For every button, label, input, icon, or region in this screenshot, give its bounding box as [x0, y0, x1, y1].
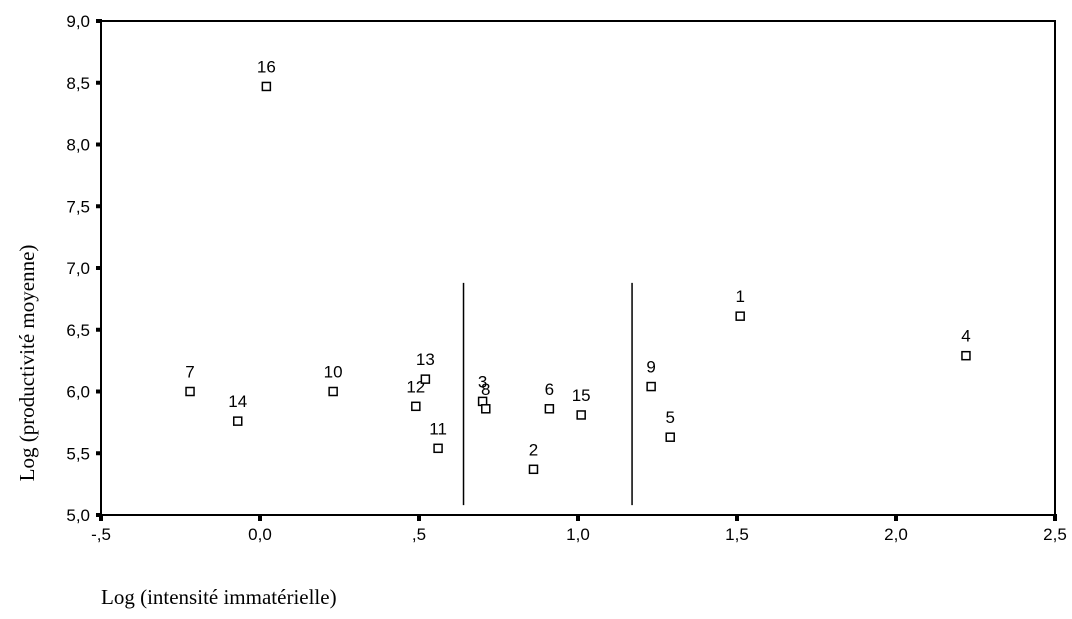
x-axis-ticks: -,5 0,0 ,5 1,0 1,5 2,0 2,5: [91, 514, 1067, 544]
x-tick-mark: [1053, 514, 1057, 521]
data-point-label: 8: [481, 380, 490, 399]
x-axis-title: Log (intensité immatérielle): [101, 585, 337, 609]
data-point-label: 9: [646, 358, 655, 377]
data-point-label: 4: [961, 327, 970, 346]
data-point-marker: [185, 386, 195, 397]
y-tick-label: 9,0: [66, 12, 90, 31]
data-point-marker: [735, 311, 745, 321]
data-point-marker: [232, 416, 243, 426]
y-tick-mark: [96, 204, 102, 209]
x-tick-mark: [735, 514, 739, 521]
x-tick-mark: [258, 514, 262, 521]
data-point-label: 1: [735, 287, 744, 306]
data-point-marker: [261, 81, 272, 92]
y-tick-label: 7,5: [66, 197, 90, 216]
x-tick-mark: [894, 514, 898, 521]
data-point-marker: [646, 381, 656, 392]
y-tick-label: 8,0: [66, 136, 90, 155]
data-point-label: 11: [429, 419, 447, 438]
y-tick-mark: [96, 19, 102, 23]
data-point-marker: [665, 432, 675, 442]
y-tick-label: 7,0: [66, 259, 90, 278]
data-point-label: 6: [545, 380, 554, 399]
data-point-marker: [576, 410, 586, 420]
data-point-label: 16: [257, 57, 276, 76]
y-axis-title: Log (productivité moyenne): [15, 245, 39, 482]
y-tick-mark: [96, 266, 102, 270]
x-tick-mark: [576, 514, 580, 521]
data-point-marker: [328, 386, 338, 397]
y-tick-label: 5,0: [66, 506, 90, 525]
data-point-marker: [420, 374, 431, 384]
y-tick-mark: [96, 142, 102, 147]
data-point-label: 14: [228, 392, 247, 411]
data-point-marker: [544, 404, 555, 414]
y-tick-label: 8,5: [66, 74, 90, 93]
y-tick-mark: [96, 451, 102, 456]
reference-lines: [462, 282, 633, 506]
x-tick-label: 2,0: [884, 525, 908, 544]
data-point-marker: [433, 443, 443, 454]
data-point-label: 12: [406, 377, 425, 396]
data-point-marker: [961, 350, 971, 361]
y-tick-mark: [96, 389, 102, 394]
data-point-label: 2: [529, 440, 538, 459]
data-point-label: 7: [185, 363, 194, 382]
data-point-label: 3: [478, 372, 487, 391]
data-point-marker: [528, 464, 539, 475]
x-tick-label: 2,5: [1043, 525, 1067, 544]
y-axis-ticks: 5,0 5,5 6,0 6,5 7,0 7,5 8,0 8,5 9,0: [66, 12, 102, 525]
y-tick-mark: [96, 80, 102, 85]
y-tick-label: 5,5: [66, 444, 90, 463]
x-tick-label: ,5: [412, 525, 426, 544]
x-tick-label: 0,0: [248, 525, 272, 544]
data-point-label: 10: [324, 363, 343, 382]
x-tick-mark: [417, 514, 421, 521]
x-tick-label: 1,0: [566, 525, 590, 544]
plot-frame: [100, 20, 1056, 516]
x-tick-mark: [99, 514, 103, 521]
data-point-marker: [411, 401, 421, 412]
data-point-marker: [481, 404, 491, 414]
data-point-label: 15: [572, 386, 591, 405]
x-tick-label: -,5: [91, 525, 111, 544]
data-point-label: 13: [416, 350, 435, 369]
y-tick-label: 6,5: [66, 321, 90, 340]
x-tick-label: 1,5: [725, 525, 749, 544]
y-tick-mark: [96, 327, 102, 332]
data-point-label: 5: [665, 408, 674, 427]
y-tick-label: 6,0: [66, 383, 90, 402]
